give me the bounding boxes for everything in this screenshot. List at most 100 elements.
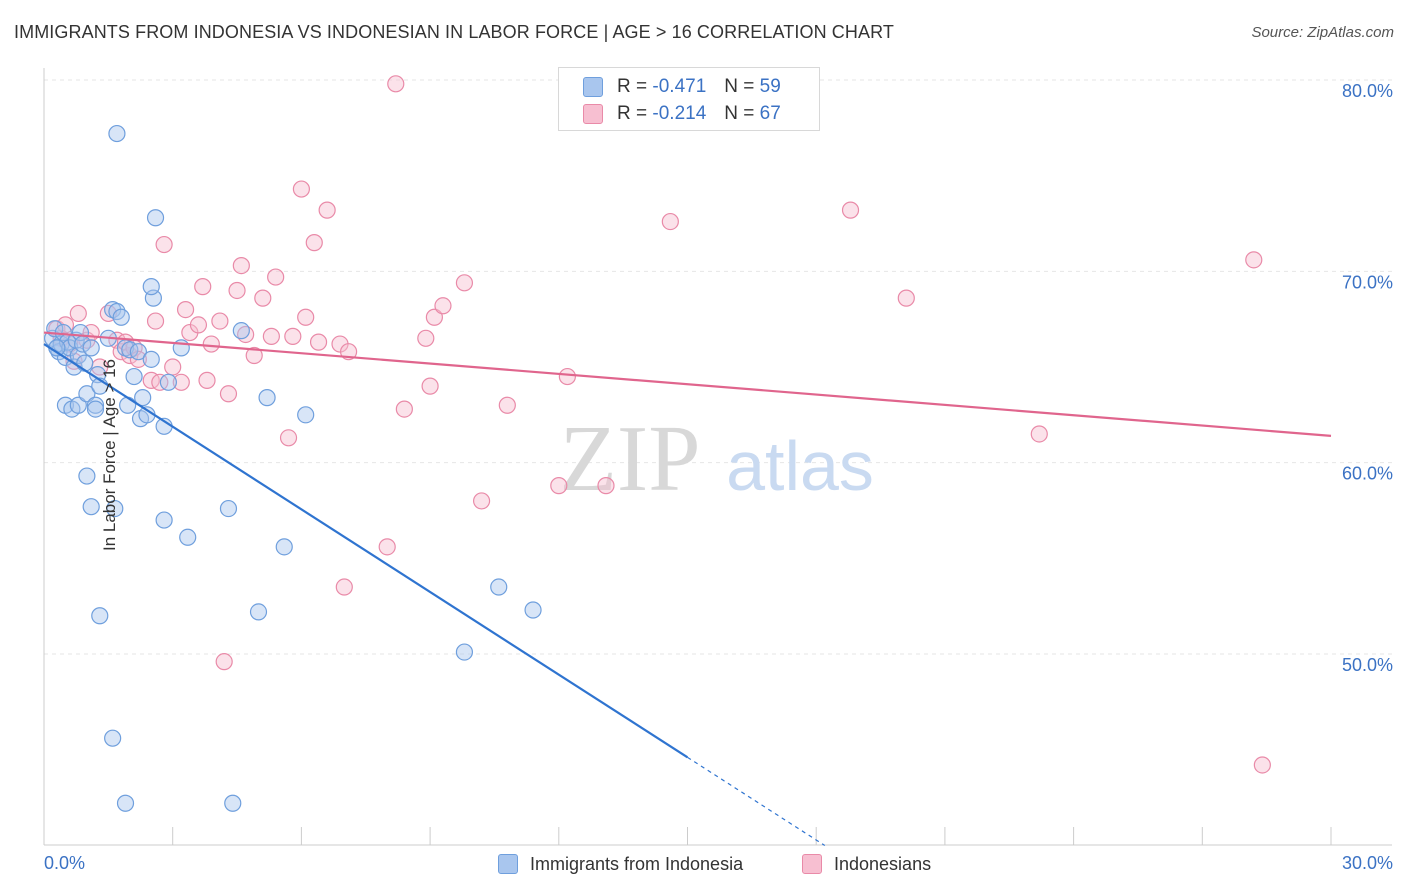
indonesians-point [387, 75, 405, 93]
immigrants-point [86, 396, 105, 414]
immigrants-point [146, 209, 165, 227]
legend-r-value: -0.214 [652, 103, 707, 124]
immigrants-point [297, 406, 315, 424]
immigrants-point [86, 400, 105, 418]
bottom-legend-swatch-pink [802, 854, 822, 874]
indonesians-point [318, 201, 336, 219]
immigrants-point [82, 498, 100, 516]
y-tick-label: 80.0% [1342, 81, 1393, 101]
indonesians-point [421, 377, 439, 395]
legend-n-label: N = [724, 76, 755, 97]
indonesians-point [472, 492, 491, 510]
indonesians-point [309, 333, 328, 351]
indonesians-point [267, 268, 285, 286]
immigrants-point [275, 538, 293, 556]
indonesians-point [284, 327, 302, 345]
legend-n-value: 59 [759, 76, 781, 97]
axes [43, 68, 1392, 846]
immigrants-point [258, 389, 276, 407]
indonesians-point [661, 212, 679, 231]
immigrants-trend-line [43, 343, 689, 759]
indonesians-point [558, 367, 576, 386]
immigrants-point [125, 367, 143, 386]
indonesians-point [215, 653, 233, 671]
correlation-legend: R = -0.471 N = 59 R = -0.214 N = 67 [558, 67, 820, 131]
immigrants-point [112, 308, 130, 326]
bottom-legend-label: Immigrants from Indonesia [530, 853, 744, 874]
indonesians-point [434, 297, 452, 315]
x-tick-label: 0.0% [44, 853, 85, 873]
immigrants-points [43, 124, 542, 812]
immigrants-point [119, 396, 137, 414]
immigrants-point [159, 373, 178, 391]
legend-row-immigrants: R = -0.471 N = 59 [583, 75, 781, 99]
indonesians-point [172, 373, 190, 391]
indonesians-point [378, 538, 396, 556]
indonesians-point [498, 396, 516, 414]
indonesians-point [297, 308, 315, 326]
immigrants-point [219, 499, 238, 518]
indonesians-point [279, 429, 298, 447]
indonesians-point [198, 371, 216, 389]
immigrants-trend-extension [687, 756, 826, 846]
indonesians-point [189, 316, 208, 334]
indonesians-point [232, 256, 250, 275]
indonesians-point [597, 477, 615, 495]
immigrants-point [116, 794, 135, 812]
indonesians-point [146, 312, 165, 330]
immigrants-point [232, 322, 250, 340]
legend-swatch-blue [583, 77, 603, 97]
immigrants-point [249, 603, 268, 621]
immigrants-point [455, 643, 474, 661]
indonesians-point [194, 278, 212, 296]
indonesians-trend-line [43, 331, 1332, 437]
indonesians-point [262, 327, 280, 345]
watermark-zip: ZIP [560, 407, 701, 511]
immigrants-point [490, 578, 508, 596]
immigrants-point [78, 385, 96, 403]
bottom-legend-indonesians: Indonesians [802, 852, 931, 876]
y-axis-label: In Labor Force | Age > 16 [100, 358, 120, 552]
chart-title: IMMIGRANTS FROM INDONESIA VS INDONESIAN … [14, 22, 894, 42]
legend-row-indonesians: R = -0.214 N = 67 [583, 102, 781, 126]
legend-r-label: R = [617, 103, 648, 124]
legend-n-label: N = [724, 103, 755, 124]
legend-n-value: 67 [759, 103, 781, 124]
y-tick-label: 70.0% [1342, 272, 1393, 292]
immigrants-point [106, 499, 124, 518]
immigrants-point [142, 278, 160, 296]
tick-labels: 80.0% 70.0% 60.0% 50.0% 0.0% 30.0% [44, 81, 1393, 873]
indonesians-point [425, 308, 443, 326]
immigrants-point [524, 601, 542, 619]
immigrants-point [179, 528, 197, 546]
indonesians-point [335, 578, 353, 596]
indonesians-point [417, 329, 435, 347]
bottom-legend-label: Indonesians [834, 853, 932, 874]
grid-lines [44, 79, 1392, 655]
immigrants-point [155, 511, 173, 529]
indonesians-point [292, 180, 310, 198]
indonesians-point [69, 304, 87, 323]
indonesians-point [305, 234, 323, 252]
indonesians-point [455, 274, 474, 292]
immigrants-point [134, 389, 152, 407]
indonesians-point [245, 346, 263, 365]
indonesians-point [395, 400, 413, 418]
indonesians-point [202, 335, 220, 353]
indonesians-point [254, 289, 272, 307]
indonesians-point [841, 201, 860, 219]
indonesians-point [164, 358, 182, 376]
indonesians-point [1253, 756, 1271, 774]
immigrants-point [91, 607, 109, 625]
legend-swatch-pink [583, 104, 603, 124]
immigrants-point [108, 124, 126, 143]
immigrants-point [82, 339, 100, 357]
indonesians-point [550, 477, 568, 495]
immigrants-point [142, 350, 160, 368]
indonesians-point [228, 281, 246, 300]
watermark: ZIP atlas [560, 407, 874, 511]
immigrants-point [78, 467, 96, 485]
x-tick-label: 30.0% [1342, 853, 1393, 873]
y-tick-label: 60.0% [1342, 464, 1393, 484]
